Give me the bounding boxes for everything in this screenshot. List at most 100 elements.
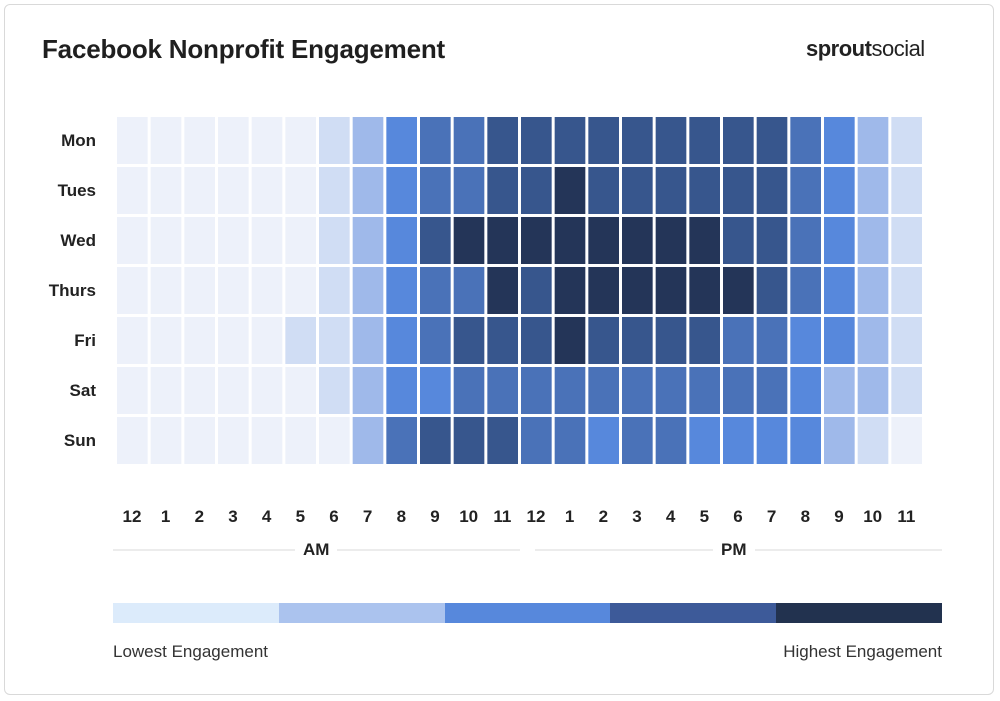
heatmap-cell-fri-23 [891, 317, 922, 364]
x-tick-label: 4 [261, 507, 272, 526]
heatmap-cell-mon-1 [150, 117, 182, 164]
heatmap-cell-thurs-8 [386, 267, 417, 314]
heatmap-cell-sat-7 [352, 367, 384, 414]
heatmap-cell-sat-15 [622, 367, 653, 414]
heatmap-cell-sun-4 [251, 417, 283, 464]
heatmap-cell-wed-6 [319, 217, 350, 264]
heatmap-cell-thurs-18 [723, 267, 754, 314]
heatmap-cell-mon-11 [487, 117, 518, 164]
heatmap-cell-wed-21 [824, 217, 855, 264]
heatmap-cell-tues-17 [689, 167, 720, 214]
heatmap-cell-sun-7 [352, 417, 384, 464]
heatmap-cell-wed-8 [386, 217, 417, 264]
x-tick-label: 8 [800, 507, 811, 526]
heatmap-cell-tues-0 [117, 167, 148, 214]
heatmap-cell-tues-5 [285, 167, 316, 214]
legend-swatch-3 [610, 603, 777, 623]
sproutsocial-logo: sproutsocial [806, 36, 925, 62]
x-tick-label: 11 [493, 507, 512, 526]
heatmap-cell-sat-19 [756, 367, 788, 414]
heatmap-cell-wed-18 [723, 217, 754, 264]
heatmap-cell-sun-18 [723, 417, 754, 464]
heatmap-cell-thurs-23 [891, 267, 922, 314]
heatmap-cell-fri-13 [554, 317, 586, 364]
heatmap-cell-sat-20 [790, 367, 821, 414]
heatmap-cell-tues-1 [150, 167, 182, 214]
heatmap-cell-sat-6 [319, 367, 350, 414]
x-tick-label: 9 [430, 507, 440, 526]
heatmap-cell-sun-2 [184, 417, 215, 464]
heatmap-cell-sat-17 [689, 367, 720, 414]
heatmap-cell-fri-7 [352, 317, 384, 364]
heatmap-cell-tues-21 [824, 167, 855, 214]
heatmap-cell-mon-8 [386, 117, 417, 164]
heatmap-cell-sat-3 [218, 367, 249, 414]
heatmap-cell-sat-8 [386, 367, 417, 414]
heatmap-cell-fri-15 [622, 317, 653, 364]
x-tick-label: 6 [329, 507, 339, 526]
heatmap-cell-thurs-11 [487, 267, 518, 314]
heatmap-cell-sat-23 [891, 367, 922, 414]
heatmap-cell-mon-12 [521, 117, 552, 164]
heatmap-cell-sun-9 [420, 417, 451, 464]
row-label-tues: Tues [57, 181, 96, 200]
heatmap-cell-tues-12 [521, 167, 552, 214]
heatmap-cell-sat-22 [857, 367, 889, 414]
heatmap-cell-sun-19 [756, 417, 788, 464]
heatmap-cell-mon-9 [420, 117, 451, 164]
heatmap-cell-wed-14 [588, 217, 619, 264]
heatmap-cell-tues-22 [857, 167, 889, 214]
heatmap-cell-thurs-22 [857, 267, 889, 314]
heatmap-cell-wed-15 [622, 217, 653, 264]
heatmap-cell-mon-23 [891, 117, 922, 164]
x-tick-label: 1 [160, 507, 171, 526]
heatmap-cell-mon-0 [117, 117, 148, 164]
x-tick-label: 5 [295, 507, 306, 526]
x-tick-label: 3 [632, 507, 642, 526]
heatmap-cell-sun-15 [622, 417, 653, 464]
heatmap-cell-mon-15 [622, 117, 653, 164]
heatmap-cell-thurs-16 [655, 267, 687, 314]
heatmap-cell-sun-13 [554, 417, 586, 464]
heatmap-cell-wed-10 [453, 217, 485, 264]
heatmap-cell-tues-18 [723, 167, 754, 214]
heatmap-cell-fri-17 [689, 317, 720, 364]
heatmap-cell-tues-3 [218, 167, 249, 214]
heatmap-cell-mon-18 [723, 117, 754, 164]
heatmap-cell-mon-10 [453, 117, 485, 164]
heatmap-cell-tues-11 [487, 167, 518, 214]
heatmap-cell-sun-14 [588, 417, 619, 464]
heatmap-cell-mon-6 [319, 117, 350, 164]
heatmap-cell-sat-9 [420, 367, 451, 414]
heatmap-cell-sat-18 [723, 367, 754, 414]
logo-light-text: social [871, 36, 925, 61]
x-tick-label: 3 [228, 507, 238, 526]
heatmap-cell-wed-5 [285, 217, 316, 264]
heatmap-cell-sun-8 [386, 417, 417, 464]
heatmap-cell-mon-7 [352, 117, 384, 164]
x-tick-label: 11 [897, 507, 916, 526]
heatmap-cell-thurs-19 [756, 267, 788, 314]
heatmap-cell-wed-22 [857, 217, 889, 264]
heatmap-cell-sat-2 [184, 367, 215, 414]
heatmap-cell-mon-2 [184, 117, 215, 164]
heatmap-cell-mon-20 [790, 117, 821, 164]
heatmap-cell-tues-2 [184, 167, 215, 214]
heatmap-cell-thurs-1 [150, 267, 182, 314]
heatmap-cell-sun-0 [117, 417, 148, 464]
heatmap-cell-mon-16 [655, 117, 687, 164]
heatmap-cell-thurs-0 [117, 267, 148, 314]
heatmap-cell-thurs-15 [622, 267, 653, 314]
heatmap-cell-sun-22 [857, 417, 889, 464]
heatmap-cell-thurs-5 [285, 267, 316, 314]
heatmap-cell-fri-3 [218, 317, 249, 364]
heatmap-cell-sat-14 [588, 367, 619, 414]
heatmap-cell-sun-6 [319, 417, 350, 464]
heatmap-cell-wed-20 [790, 217, 821, 264]
pm-label: PM [713, 540, 755, 560]
row-label-sat: Sat [69, 381, 96, 400]
heatmap-cell-thurs-3 [218, 267, 249, 314]
heatmap-cell-mon-4 [251, 117, 283, 164]
heatmap-cell-thurs-12 [521, 267, 552, 314]
heatmap-cell-tues-6 [319, 167, 350, 214]
